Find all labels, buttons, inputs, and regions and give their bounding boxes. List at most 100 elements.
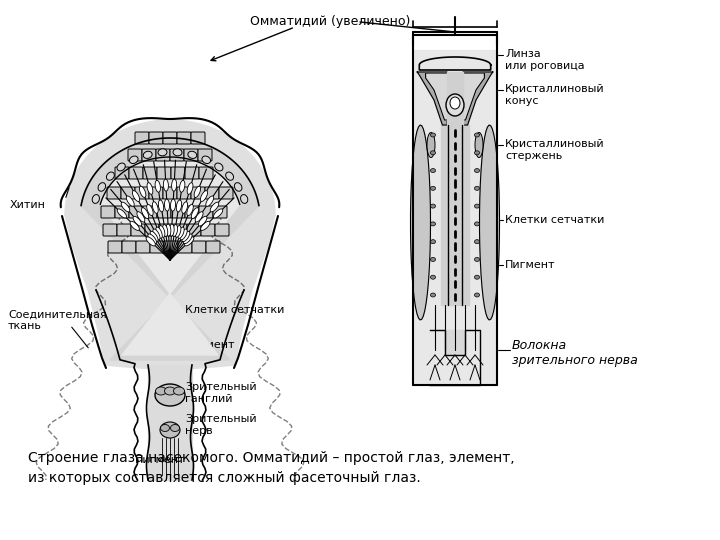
- Polygon shape: [148, 365, 192, 480]
- Polygon shape: [413, 50, 497, 385]
- FancyBboxPatch shape: [201, 224, 215, 236]
- Ellipse shape: [150, 231, 158, 241]
- Ellipse shape: [140, 186, 146, 198]
- FancyBboxPatch shape: [117, 224, 131, 236]
- FancyBboxPatch shape: [163, 187, 177, 199]
- Ellipse shape: [166, 224, 171, 236]
- Ellipse shape: [159, 226, 165, 237]
- Ellipse shape: [130, 156, 138, 164]
- Ellipse shape: [160, 422, 180, 438]
- Ellipse shape: [431, 168, 436, 173]
- Ellipse shape: [179, 180, 185, 192]
- Ellipse shape: [201, 221, 210, 231]
- Ellipse shape: [133, 217, 142, 226]
- Text: Клетки сетчатки: Клетки сетчатки: [505, 215, 604, 225]
- Ellipse shape: [130, 221, 140, 231]
- Ellipse shape: [195, 212, 203, 222]
- Ellipse shape: [156, 387, 166, 395]
- Ellipse shape: [147, 183, 153, 194]
- Polygon shape: [463, 72, 492, 125]
- FancyBboxPatch shape: [121, 187, 135, 199]
- FancyBboxPatch shape: [157, 206, 171, 218]
- FancyBboxPatch shape: [136, 241, 150, 253]
- FancyBboxPatch shape: [150, 241, 164, 253]
- Ellipse shape: [182, 202, 188, 213]
- Ellipse shape: [174, 387, 184, 395]
- FancyBboxPatch shape: [115, 167, 129, 179]
- Text: Хитин: Хитин: [10, 200, 46, 210]
- Ellipse shape: [132, 191, 140, 201]
- Text: Строение глаза насекомого. Омматидий – простой глаз, элемент,
из которых составл: Строение глаза насекомого. Омматидий – п…: [28, 451, 515, 485]
- Ellipse shape: [143, 151, 152, 158]
- Ellipse shape: [121, 202, 130, 212]
- FancyBboxPatch shape: [187, 224, 201, 236]
- Ellipse shape: [431, 204, 436, 208]
- FancyBboxPatch shape: [145, 224, 159, 236]
- Polygon shape: [417, 72, 447, 125]
- Ellipse shape: [158, 200, 163, 212]
- Ellipse shape: [215, 163, 223, 171]
- FancyBboxPatch shape: [205, 187, 219, 199]
- Ellipse shape: [450, 97, 460, 109]
- Ellipse shape: [117, 209, 127, 218]
- FancyBboxPatch shape: [142, 149, 156, 161]
- Ellipse shape: [171, 424, 179, 431]
- FancyBboxPatch shape: [198, 149, 212, 161]
- FancyBboxPatch shape: [171, 206, 185, 218]
- Ellipse shape: [474, 240, 480, 244]
- Ellipse shape: [474, 133, 480, 137]
- Ellipse shape: [155, 180, 161, 192]
- Ellipse shape: [142, 208, 148, 219]
- Ellipse shape: [187, 183, 193, 194]
- Ellipse shape: [431, 222, 436, 226]
- FancyBboxPatch shape: [206, 241, 220, 253]
- Text: Зрительный
нерв: Зрительный нерв: [185, 414, 256, 436]
- Polygon shape: [458, 73, 485, 120]
- Polygon shape: [430, 330, 480, 355]
- FancyBboxPatch shape: [185, 206, 199, 218]
- Ellipse shape: [431, 240, 436, 244]
- Ellipse shape: [431, 275, 436, 279]
- Ellipse shape: [192, 208, 199, 219]
- FancyBboxPatch shape: [129, 206, 143, 218]
- Ellipse shape: [206, 196, 214, 206]
- Ellipse shape: [474, 204, 480, 208]
- Ellipse shape: [175, 226, 181, 237]
- Ellipse shape: [155, 384, 185, 406]
- Ellipse shape: [92, 194, 99, 204]
- Ellipse shape: [153, 202, 158, 213]
- Ellipse shape: [431, 133, 436, 137]
- Ellipse shape: [431, 293, 436, 297]
- FancyBboxPatch shape: [213, 206, 227, 218]
- Ellipse shape: [446, 94, 464, 116]
- Text: Пигмент: Пигмент: [505, 260, 556, 270]
- FancyBboxPatch shape: [178, 241, 192, 253]
- FancyBboxPatch shape: [199, 167, 213, 179]
- Ellipse shape: [427, 132, 435, 158]
- Ellipse shape: [474, 186, 480, 190]
- Ellipse shape: [176, 200, 181, 212]
- Ellipse shape: [200, 191, 207, 201]
- Ellipse shape: [194, 186, 201, 198]
- Ellipse shape: [148, 234, 156, 244]
- Ellipse shape: [98, 183, 106, 191]
- FancyBboxPatch shape: [191, 132, 205, 144]
- Ellipse shape: [178, 227, 184, 238]
- Polygon shape: [410, 125, 431, 320]
- FancyBboxPatch shape: [173, 224, 187, 236]
- FancyBboxPatch shape: [199, 206, 213, 218]
- Text: Клетки сетчатки: Клетки сетчатки: [185, 305, 284, 315]
- FancyBboxPatch shape: [149, 132, 163, 144]
- FancyBboxPatch shape: [177, 187, 191, 199]
- Polygon shape: [447, 72, 463, 125]
- FancyBboxPatch shape: [103, 224, 117, 236]
- FancyBboxPatch shape: [107, 187, 121, 199]
- Ellipse shape: [184, 234, 192, 244]
- Ellipse shape: [126, 196, 134, 206]
- Ellipse shape: [240, 194, 248, 204]
- Ellipse shape: [475, 132, 483, 158]
- Ellipse shape: [210, 202, 219, 212]
- Text: Зрительный
ганглий: Зрительный ганглий: [185, 382, 256, 404]
- FancyBboxPatch shape: [192, 241, 206, 253]
- FancyBboxPatch shape: [156, 149, 170, 161]
